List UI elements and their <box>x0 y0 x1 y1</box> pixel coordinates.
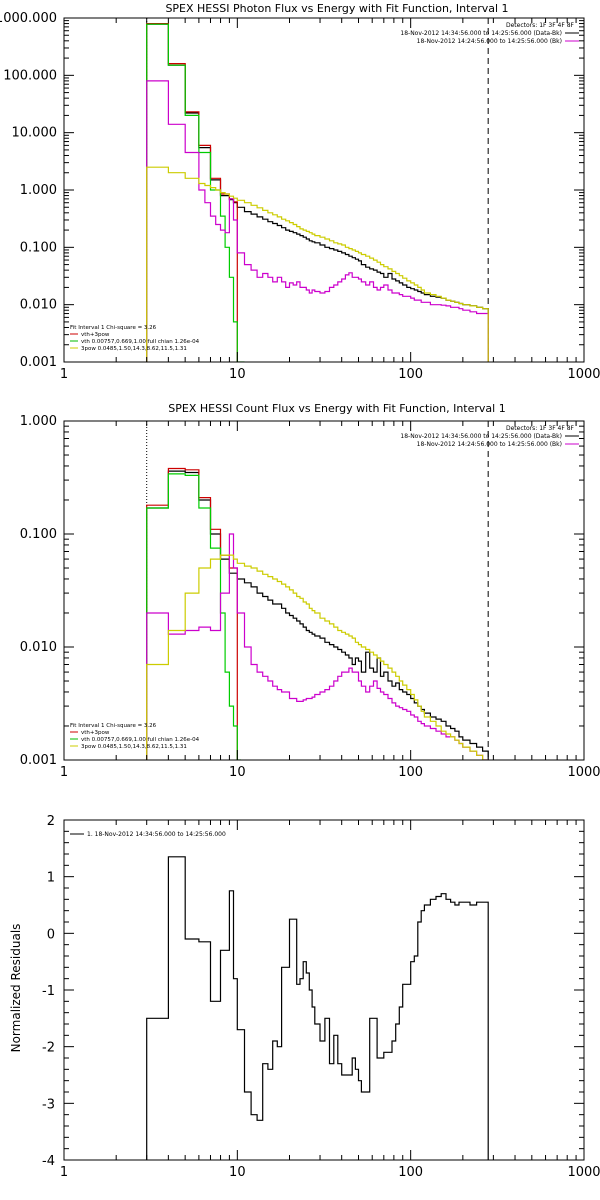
y-tick-label: 1.000 <box>20 414 57 429</box>
x-tick-label: 100 <box>398 1165 423 1180</box>
y-tick-label: 0.001 <box>20 753 57 768</box>
legend-label: Fit Interval 1 Chi-square = 3.26 <box>70 325 157 331</box>
y-tick-label: 2 <box>47 814 55 829</box>
x-tick-label: 100 <box>398 765 423 780</box>
y-tick-label: 0.100 <box>20 240 57 255</box>
series-3-line <box>146 533 489 760</box>
y-tick-label: -1 <box>42 984 55 999</box>
series-0-line <box>146 856 489 1160</box>
legend-label: 18-Nov-2012 14:24:56.000 to 14:25:56.000… <box>417 441 562 448</box>
legend-label: 18-Nov-2012 14:34:56.000 to 14:25:56.000… <box>400 30 562 37</box>
plot-frame <box>63 420 585 761</box>
legend-label: Detectors: 1F 3F 4F 8F <box>506 22 575 29</box>
legend-label: vth+3pow <box>81 730 110 736</box>
chart-title: SPEX HESSI Photon Flux vs Energy with Fi… <box>165 2 508 15</box>
y-tick-label: 1.000 <box>20 183 57 198</box>
legend-label: 18-Nov-2012 14:24:56.000 to 14:25:56.000… <box>417 38 562 45</box>
residuals-panel: Normalized Residuals 1 10 100 1000210-1-2-3… <box>9 814 600 1180</box>
y-tick-label: -2 <box>42 1041 55 1056</box>
legend-label: 3pow 0.0485,1.50,14.3,8.62,11.5,1.31 <box>81 744 187 750</box>
x-tick-label: 1000 <box>567 1165 600 1180</box>
x-tick-label: 1000 <box>567 367 600 382</box>
y-tick-label: 0.100 <box>20 527 57 542</box>
legend-label: 18-Nov-2012 14:34:56.000 to 14:25:56.000… <box>400 433 562 440</box>
y-tick-label: 10.000 <box>12 126 58 141</box>
chart-title: SPEX HESSI Count Flux vs Energy with Fit… <box>168 402 505 415</box>
series-4-line <box>146 166 489 362</box>
x-tick-label: 10 <box>229 765 246 780</box>
series-3-line <box>146 80 489 362</box>
legend-label: 3pow 0.0485,1.50,14.3,8.62,11.5,1.31 <box>81 346 187 352</box>
series-2-line <box>146 23 245 362</box>
y-tick-label: 0.001 <box>20 355 57 370</box>
x-tick-label: 10 <box>229 1165 246 1180</box>
y-tick-label: -4 <box>42 1154 55 1169</box>
series-1-line <box>146 467 238 760</box>
series-4-line <box>146 554 489 760</box>
y-tick-label: 1 <box>47 871 55 886</box>
series-0-line <box>146 470 489 760</box>
y-tick-label: 0 <box>47 927 55 942</box>
x-tick-label: 100 <box>398 367 423 382</box>
x-tick-label: 10 <box>229 367 246 382</box>
x-tick-label: 1 <box>60 1165 68 1180</box>
legend-label: 1. 18-Nov-2012 14:34:56.000 to 14:25:56.… <box>87 831 226 838</box>
legend-label: vth 0.00757,0.669,1.00 full chian 1.26e-… <box>81 737 200 743</box>
y-tick-label: 1000.000 <box>0 11 57 26</box>
series-2-line <box>146 473 241 760</box>
legend-label: Fit Interval 1 Chi-square = 3.26 <box>70 723 157 729</box>
y-axis-label: Normalized Residuals <box>9 924 23 1053</box>
count-flux-panel: SPEX HESSI Count Flux vs Energy with Fit… <box>20 402 600 780</box>
y-tick-label: -3 <box>42 1097 55 1112</box>
legend-label: Detectors: 1F 3F 4F 8F <box>506 425 575 432</box>
y-tick-label: 100.000 <box>3 68 57 83</box>
photon-flux-panel: SPEX HESSI Photon Flux vs Energy with Fi… <box>0 2 600 382</box>
x-tick-label: 1000 <box>567 765 600 780</box>
series-0-line <box>146 23 489 362</box>
x-tick-label: 1 <box>60 367 68 382</box>
y-tick-label: 0.010 <box>20 640 57 655</box>
y-tick-label: 0.010 <box>20 298 57 313</box>
plot-frame <box>63 17 585 363</box>
x-tick-label: 1 <box>60 765 68 780</box>
plot-frame <box>63 819 585 1161</box>
legend-label: vth 0.00757,0.669,1.00 full chian 1.26e-… <box>81 339 200 345</box>
legend-label: vth+3pow <box>81 332 110 338</box>
